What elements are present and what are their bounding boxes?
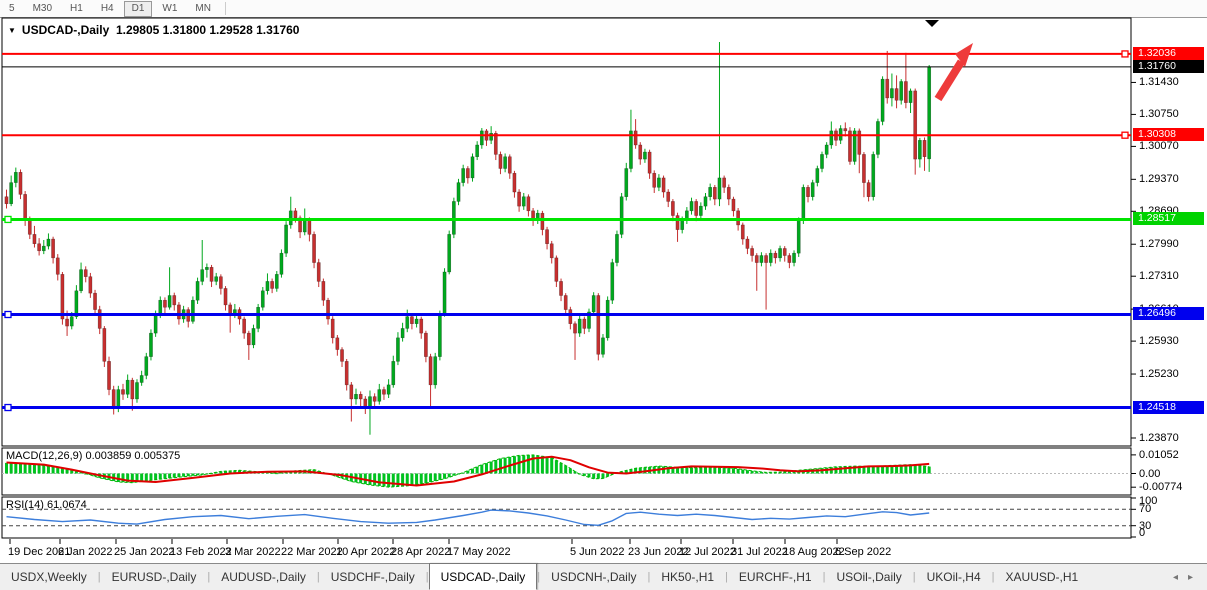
price-axis-tick-label: 1.29370	[1139, 173, 1179, 186]
tab-separator: |	[912, 571, 916, 583]
price-level-badge: 1.26496	[1133, 307, 1204, 321]
price-axis-tick-label: 1.23870	[1139, 432, 1179, 444]
price-axis-tick-label: 1.30070	[1139, 140, 1179, 153]
chart-tab-usdcnh-daily[interactable]: USDCNH-,Daily	[551, 570, 637, 584]
price-level-badge: 1.28517	[1133, 212, 1204, 226]
timeframe-button-mn[interactable]: MN	[195, 2, 211, 14]
macd-values: 0.003859 0.005375	[85, 450, 181, 462]
line-drag-handle[interactable]	[4, 403, 12, 412]
macd-plot-frame	[1, 447, 1132, 496]
rsi-scale-label: 100	[1139, 495, 1158, 507]
rsi-scale-label: 30	[1139, 519, 1152, 532]
rsi-name: RSI(14)	[6, 499, 44, 511]
chart-tab-usoil-daily[interactable]: USOil-,Daily	[836, 570, 902, 584]
tab-separator: |	[537, 571, 541, 583]
tab-scroll-right-icon[interactable]: ▸	[1187, 571, 1193, 583]
rsi-scale-label: 0	[1139, 527, 1146, 539]
date-axis-label: 13 Feb 2022	[170, 546, 232, 558]
tab-separator: |	[991, 571, 995, 583]
line-drag-handle[interactable]	[4, 215, 12, 224]
tab-scroll-left-icon[interactable]: ◂	[1172, 571, 1178, 583]
rsi-indicator-label: RSI(14) 61.0674	[6, 499, 87, 511]
macd-name: MACD(12,26,9)	[6, 450, 83, 462]
price-axis-tick-label: 1.31430	[1139, 76, 1179, 89]
tab-separator: |	[207, 571, 211, 583]
timeframe-button-5[interactable]: 5	[9, 2, 15, 14]
main-plot-frame	[1, 17, 1132, 447]
tab-separator: |	[822, 571, 826, 583]
chart-tab-usdx-weekly[interactable]: USDX,Weekly	[11, 570, 87, 584]
chart-tab-usdchf-daily[interactable]: USDCHF-,Daily	[330, 570, 415, 584]
tab-separator: |	[425, 571, 429, 583]
chart-tab-hk50-h1[interactable]: HK50-,H1	[661, 570, 715, 584]
line-drag-handle[interactable]	[1121, 131, 1129, 139]
price-level-badge: 1.32036	[1133, 46, 1204, 60]
price-axis-tick-label: 1.25930	[1139, 335, 1179, 348]
date-axis-label: 19 Dec 2021	[8, 546, 71, 558]
date-axis-label: 31 Jul 2022	[731, 546, 788, 558]
macd-scale-label: 0.00	[1139, 467, 1161, 480]
date-axis-label: 3 Mar 2022	[225, 546, 281, 558]
macd-main-line	[6, 454, 930, 488]
date-axis-label: 17 May 2022	[447, 546, 511, 558]
chart-title: ▼ USDCAD-,Daily 1.29805 1.31800 1.29528 1…	[8, 23, 299, 37]
line-drag-handle[interactable]	[1121, 50, 1129, 58]
macd-scale-label: 0.01052	[1139, 448, 1179, 461]
tab-separator: |	[725, 571, 728, 583]
tab-separator: |	[316, 571, 320, 583]
chart-tab-eurusd-daily[interactable]: EURUSD-,Daily	[111, 570, 197, 584]
price-axis-tick-label: 1.25230	[1139, 368, 1179, 381]
trend-arrow-head-icon[interactable]	[955, 43, 973, 67]
timeframe-button-d1[interactable]: D1	[123, 0, 153, 17]
price-axis-tick-label: 1.27990	[1139, 238, 1179, 251]
candlestick-series	[4, 41, 932, 435]
price-level-badge: 1.30308	[1133, 128, 1204, 142]
timeframe-button-h4[interactable]: H4	[100, 2, 114, 14]
chart-tab-usdcad-daily[interactable]: USDCAD-,Daily	[428, 563, 538, 590]
line-drag-handle[interactable]	[4, 310, 12, 319]
rsi-plot-frame	[1, 496, 1132, 539]
bar-shift-marker-icon[interactable]	[925, 20, 939, 27]
date-axis-label: 22 Mar 2022	[281, 546, 343, 558]
chart-tab-audusd-daily[interactable]: AUDUSD-,Daily	[221, 570, 306, 584]
price-level-badge: 1.31760	[1133, 59, 1204, 73]
chart-ohlc-values: 1.29805 1.31800 1.29528 1.31760	[115, 23, 300, 37]
price-axis-tick-label: 1.27310	[1139, 270, 1179, 283]
rsi-line	[6, 509, 930, 526]
symbol-tab-bar: USDX,Weekly | EURUSD-,Daily | AUDUSD-,Daily |…	[0, 563, 1207, 590]
date-axis-label: 6 Jan 2022	[58, 546, 113, 558]
price-axis-tick-label: 1.30750	[1139, 108, 1179, 121]
timeframe-button-w1[interactable]: W1	[162, 2, 178, 14]
rsi-scale-label: 70	[1139, 503, 1152, 516]
date-axis-label: 28 Apr 2022	[391, 546, 451, 558]
date-axis-label: 12 Jul 2022	[679, 546, 736, 558]
timeframe-button-m30[interactable]: M30	[32, 2, 53, 14]
macd-indicator-label: MACD(12,26,9) 0.003859 0.005375	[6, 450, 180, 462]
chart-tab-xauusd-h1[interactable]: XAUUSD-,H1	[1005, 570, 1079, 584]
chart-symbol-period: USDCAD-,Daily	[21, 23, 110, 37]
rsi-value: 61.0674	[46, 499, 87, 511]
date-axis-label: 25 Jan 2022	[114, 546, 175, 558]
chart-collapse-icon[interactable]: ▼	[8, 26, 16, 35]
tab-scroll-nav: ◂ ▸	[1173, 564, 1207, 590]
chart-tab-ukoil-h4[interactable]: UKOil-,H4	[926, 570, 981, 584]
macd-scale-label: -0.00774	[1139, 481, 1183, 494]
date-axis-label: 6 Sep 2022	[835, 546, 892, 558]
price-level-badge: 1.24518	[1133, 400, 1204, 414]
macd-signal-line	[6, 455, 930, 487]
toolbar-separator	[224, 2, 226, 15]
tab-separator: |	[647, 571, 651, 583]
date-axis-label: 18 Aug 2022	[783, 546, 845, 558]
timeframe-button-h1[interactable]: H1	[70, 2, 83, 14]
date-axis-label: 23 Jun 2022	[628, 546, 689, 558]
date-axis-label: 5 Jun 2022	[570, 546, 625, 558]
trend-arrow-shaft[interactable]	[934, 59, 965, 102]
date-axis-label: 10 Apr 2022	[336, 546, 396, 558]
chart-tab-eurchf-h1[interactable]: EURCHF-,H1	[738, 570, 812, 584]
tab-separator: |	[97, 571, 101, 583]
